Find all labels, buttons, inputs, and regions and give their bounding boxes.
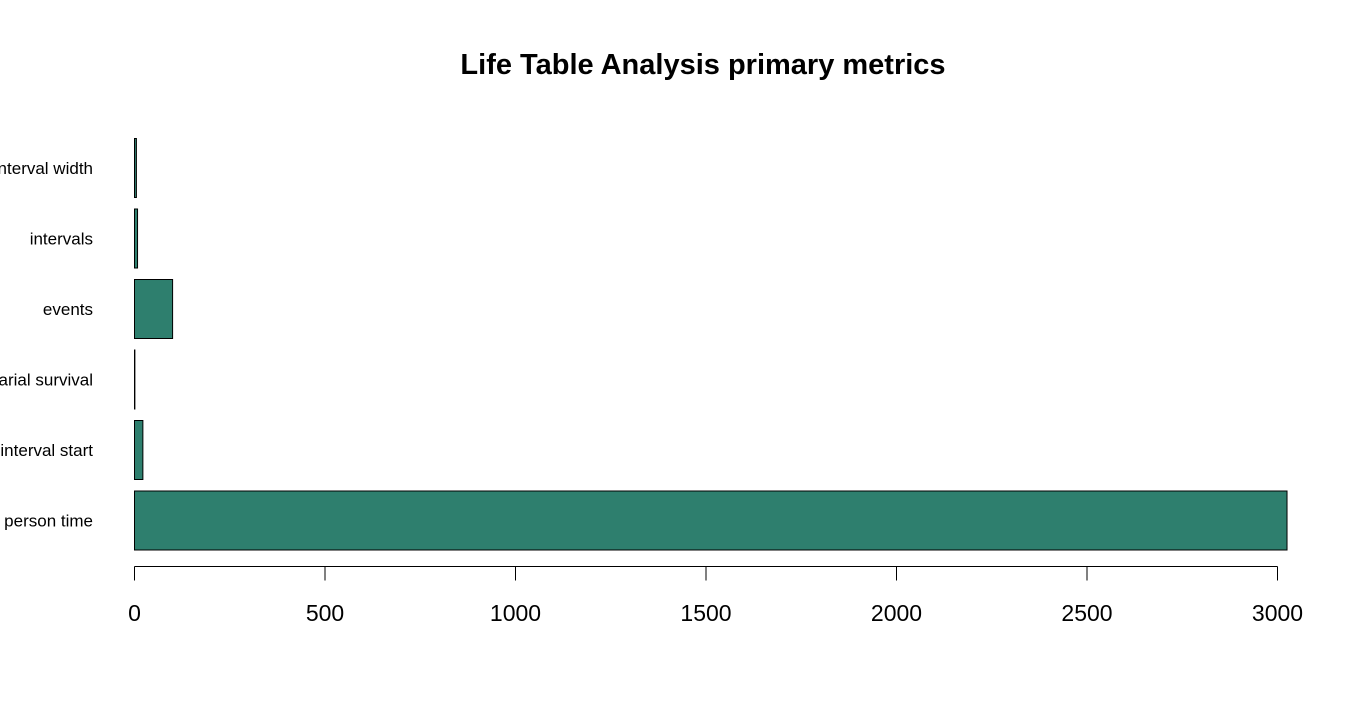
x-tick-label: 1000 bbox=[490, 600, 541, 626]
x-tick-label: 2000 bbox=[871, 600, 922, 626]
category-label-interval-width: interval width bbox=[0, 159, 93, 178]
category-label-intervals: intervals bbox=[30, 230, 93, 249]
bar-interval-width bbox=[134, 138, 137, 198]
category-label-arial-survival: arial survival bbox=[0, 371, 93, 390]
x-tick-label: 1500 bbox=[680, 600, 731, 626]
x-tick-label: 2500 bbox=[1061, 600, 1112, 626]
bar-interval-start bbox=[134, 420, 144, 480]
x-tick-label: 3000 bbox=[1252, 600, 1303, 626]
bar-intervals bbox=[134, 208, 139, 269]
chart-title: Life Table Analysis primary metrics bbox=[460, 49, 945, 81]
bar-events bbox=[134, 279, 174, 339]
category-labels-group: person time interval start arial survival e… bbox=[0, 159, 93, 531]
category-label-events: events bbox=[43, 300, 93, 319]
x-tick-label: 0 bbox=[128, 600, 141, 626]
x-axis: 0 500 1000 1500 2000 2500 3000 bbox=[128, 566, 1303, 626]
category-label-interval-start: interval start bbox=[0, 441, 93, 460]
x-tick-label: 500 bbox=[306, 600, 344, 626]
bars-group bbox=[134, 138, 1288, 551]
category-label-person-time: person time bbox=[4, 512, 93, 531]
bar-person-time bbox=[134, 490, 1288, 551]
